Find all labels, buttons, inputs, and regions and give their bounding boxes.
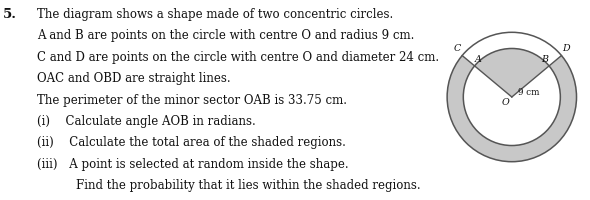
Text: 5.: 5. (3, 8, 17, 21)
Text: B: B (542, 55, 549, 64)
Wedge shape (474, 48, 549, 97)
Text: The perimeter of the minor sector OAB is 33.75 cm.: The perimeter of the minor sector OAB is… (37, 94, 346, 107)
Text: A and B are points on the circle with centre O and radius 9 cm.: A and B are points on the circle with ce… (37, 29, 414, 42)
Text: The diagram shows a shape made of two concentric circles.: The diagram shows a shape made of two co… (37, 8, 393, 21)
Text: OAC and OBD are straight lines.: OAC and OBD are straight lines. (37, 72, 230, 85)
Text: C: C (454, 44, 461, 53)
Text: C and D are points on the circle with centre O and diameter 24 cm.: C and D are points on the circle with ce… (37, 51, 439, 64)
Text: (ii)  Calculate the total area of the shaded regions.: (ii) Calculate the total area of the sha… (37, 136, 346, 149)
Wedge shape (447, 56, 576, 162)
Text: (i)  Calculate angle AOB in radians.: (i) Calculate angle AOB in radians. (37, 115, 255, 128)
Text: 9 cm: 9 cm (518, 88, 540, 97)
Text: (iii) A point is selected at random inside the shape.: (iii) A point is selected at random insi… (37, 158, 348, 171)
Text: O: O (502, 98, 510, 107)
Text: Find the probability that it lies within the shaded regions.: Find the probability that it lies within… (37, 179, 420, 192)
Wedge shape (463, 66, 560, 146)
Text: A: A (475, 55, 482, 64)
Text: D: D (562, 44, 570, 53)
